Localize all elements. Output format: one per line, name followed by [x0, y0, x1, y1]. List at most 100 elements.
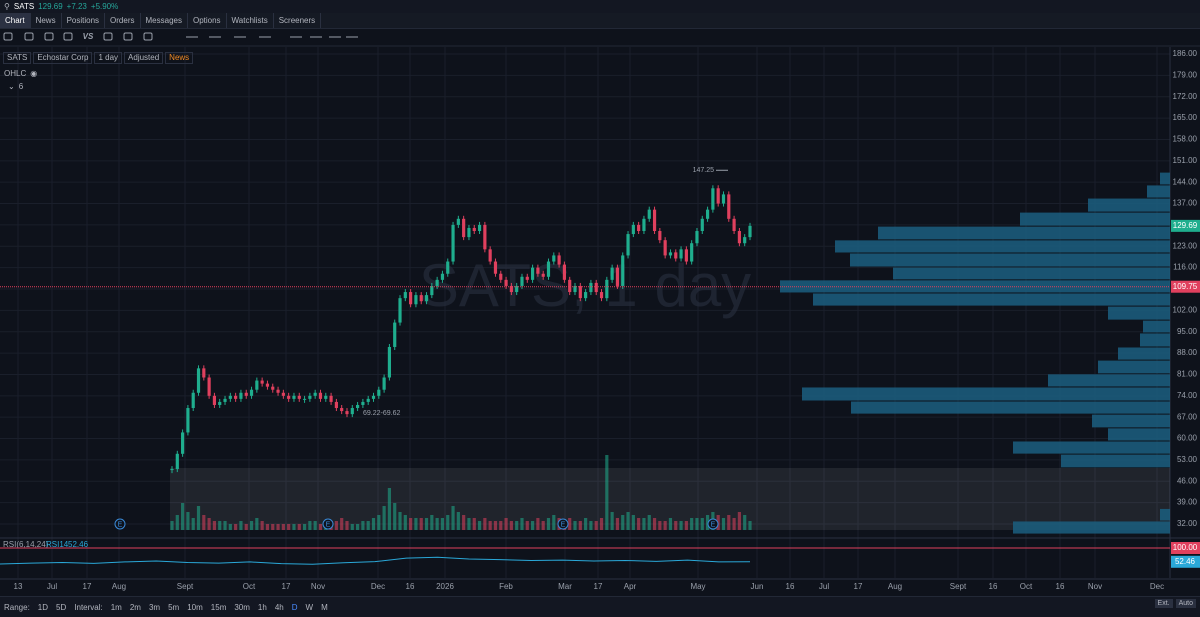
interval-button[interactable]: 5m — [168, 602, 180, 612]
candle — [255, 380, 259, 390]
candle — [356, 404, 360, 409]
volume-bar — [202, 515, 206, 530]
tab[interactable]: Watchlists — [227, 13, 274, 28]
info-symbol[interactable]: SATS — [3, 52, 32, 64]
x-tick-label: 17 — [854, 582, 863, 591]
info-adjustment[interactable]: Adjusted — [124, 52, 164, 64]
profile-bar — [1140, 333, 1170, 347]
interval-button[interactable]: 1m — [110, 602, 122, 612]
candle — [743, 237, 747, 244]
x-tick-label: 2026 — [436, 582, 454, 591]
candle — [499, 273, 503, 280]
candle — [727, 194, 731, 219]
candle — [599, 292, 604, 299]
candle — [732, 218, 736, 232]
earnings-label: E — [118, 521, 123, 528]
volume-bar — [727, 515, 731, 530]
crosshair-price: 109.75 — [1173, 282, 1198, 291]
interval-button[interactable]: 15m — [210, 602, 227, 612]
candle — [642, 218, 646, 232]
chevron[interactable]: ⌄ — [8, 82, 15, 91]
profile-bar — [1048, 374, 1170, 387]
rsi-name: RSI14 — [46, 540, 69, 549]
y-tick-label: 81.00 — [1177, 370, 1198, 379]
x-tick-label: Nov — [311, 582, 325, 591]
x-tick-label: Dec — [1150, 582, 1164, 591]
symbol[interactable]: SATS — [13, 2, 35, 11]
eye-icon[interactable]: ◉ — [30, 69, 38, 78]
interval-button[interactable]: 3m — [148, 602, 161, 612]
volume-bar — [488, 521, 492, 530]
tab[interactable]: Chart — [0, 13, 31, 28]
volume-bar — [546, 518, 551, 530]
volume-bar — [345, 521, 349, 530]
volume-bar — [679, 521, 683, 530]
volume-bar — [578, 521, 582, 530]
profile-bar — [1061, 454, 1170, 468]
search-icon[interactable]: ⚲ — [4, 2, 10, 11]
rsi-last-box — [1171, 555, 1200, 568]
interval-button[interactable]: W — [305, 602, 314, 612]
candle — [748, 225, 752, 238]
info-news[interactable]: News — [165, 52, 194, 64]
profile-bar — [878, 226, 1170, 240]
candle — [684, 249, 688, 262]
x-tick-label: Nov — [1088, 582, 1102, 591]
chart-info: SATS Echostar Corp 1 day Adjusted News — [3, 52, 195, 64]
volume-bar — [477, 521, 482, 530]
volume-bar — [652, 518, 657, 530]
toggle-button[interactable]: Ext. — [1154, 599, 1173, 608]
volume-bar — [647, 515, 651, 530]
y-tick-label: 116.00 — [1173, 263, 1197, 272]
profile-bar — [802, 387, 1170, 401]
volume-bar — [599, 518, 604, 530]
profile-bar — [850, 253, 1170, 267]
volume-bar — [387, 488, 392, 530]
interval-button[interactable]: 1h — [257, 602, 267, 612]
interval-button[interactable]: 30m — [234, 602, 250, 612]
volume-bar — [276, 524, 280, 530]
earnings-marker — [557, 518, 569, 530]
x-tick-label: Aug — [888, 582, 902, 591]
candle — [430, 285, 434, 296]
info-interval[interactable]: 1 day — [94, 52, 123, 64]
last-price-box — [1171, 219, 1200, 232]
study-label[interactable]: OHLC — [4, 69, 27, 78]
tab[interactable]: Options — [188, 13, 227, 28]
range-button[interactable]: 1D — [37, 602, 49, 612]
interval-button[interactable]: 2m — [129, 602, 141, 612]
interval-button[interactable]: 10m — [187, 602, 203, 612]
earnings-marker — [707, 518, 719, 530]
volume-bar — [525, 521, 529, 530]
candle — [239, 392, 243, 399]
tab[interactable]: Messages — [141, 13, 188, 28]
interval-button[interactable]: M — [321, 602, 328, 612]
tab[interactable]: Orders — [105, 13, 141, 28]
candle — [276, 389, 280, 393]
volume-bar — [594, 521, 598, 530]
bottom-right: Ext. Auto — [1154, 599, 1196, 608]
volume-bar — [509, 521, 513, 530]
interval-button[interactable]: 4h — [274, 602, 284, 612]
tab[interactable]: Positions — [62, 13, 106, 28]
candle — [318, 392, 323, 399]
volume-bar — [621, 515, 625, 530]
interval-button[interactable]: D — [291, 602, 298, 612]
tool-icon — [44, 32, 54, 41]
tab[interactable]: Screeners — [274, 13, 322, 28]
candle — [398, 298, 402, 323]
range-label: Range: — [4, 602, 30, 612]
candle — [223, 398, 227, 402]
volume-bar — [212, 521, 217, 530]
collapsed-count[interactable]: 6 — [18, 82, 24, 91]
candle — [196, 368, 201, 393]
y-tick-label: 74.00 — [1177, 391, 1198, 400]
range-button[interactable]: 5D — [56, 602, 67, 612]
profile-bar — [1088, 198, 1170, 212]
range-label: 69.22-69.62 — [363, 410, 400, 417]
candle — [721, 194, 726, 204]
volume-bar — [721, 518, 726, 530]
tab[interactable]: News — [31, 13, 62, 28]
candle — [186, 408, 190, 433]
toggle-button[interactable]: Auto — [1175, 599, 1196, 608]
